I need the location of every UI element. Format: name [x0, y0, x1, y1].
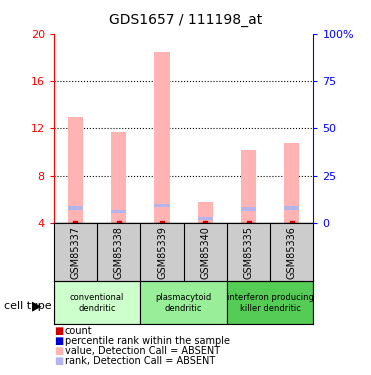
Text: GSM85338: GSM85338 — [114, 226, 124, 279]
Bar — [284, 206, 299, 210]
Bar — [140, 281, 227, 324]
Bar — [198, 202, 213, 223]
Bar — [284, 142, 299, 223]
Text: conventional
dendritic: conventional dendritic — [70, 293, 124, 312]
Bar — [241, 150, 256, 223]
Text: rank, Detection Call = ABSENT: rank, Detection Call = ABSENT — [65, 356, 215, 366]
Text: interferon producing
killer dendritic: interferon producing killer dendritic — [227, 293, 313, 312]
Text: ■: ■ — [54, 336, 63, 346]
Text: ■: ■ — [54, 346, 63, 356]
Text: cell type: cell type — [4, 301, 51, 310]
Text: GDS1657 / 111198_at: GDS1657 / 111198_at — [109, 13, 262, 27]
Text: GSM85339: GSM85339 — [157, 226, 167, 279]
Bar — [154, 204, 170, 207]
Bar — [154, 51, 170, 223]
Text: ■: ■ — [54, 356, 63, 366]
Text: GSM85337: GSM85337 — [70, 226, 81, 279]
Text: GSM85340: GSM85340 — [200, 226, 210, 279]
Bar — [111, 132, 126, 223]
Text: count: count — [65, 326, 92, 336]
Bar — [227, 281, 313, 324]
Text: percentile rank within the sample: percentile rank within the sample — [65, 336, 230, 346]
Text: ■: ■ — [54, 326, 63, 336]
Text: GSM85336: GSM85336 — [287, 226, 297, 279]
Bar — [68, 117, 83, 223]
Text: ▶: ▶ — [32, 299, 41, 312]
Bar — [54, 281, 140, 324]
Text: plasmacytoid
dendritic: plasmacytoid dendritic — [155, 293, 212, 312]
Bar — [68, 206, 83, 210]
Bar — [198, 217, 213, 220]
Text: value, Detection Call = ABSENT: value, Detection Call = ABSENT — [65, 346, 220, 356]
Bar — [241, 207, 256, 211]
Text: GSM85335: GSM85335 — [244, 226, 253, 279]
Bar — [111, 210, 126, 213]
